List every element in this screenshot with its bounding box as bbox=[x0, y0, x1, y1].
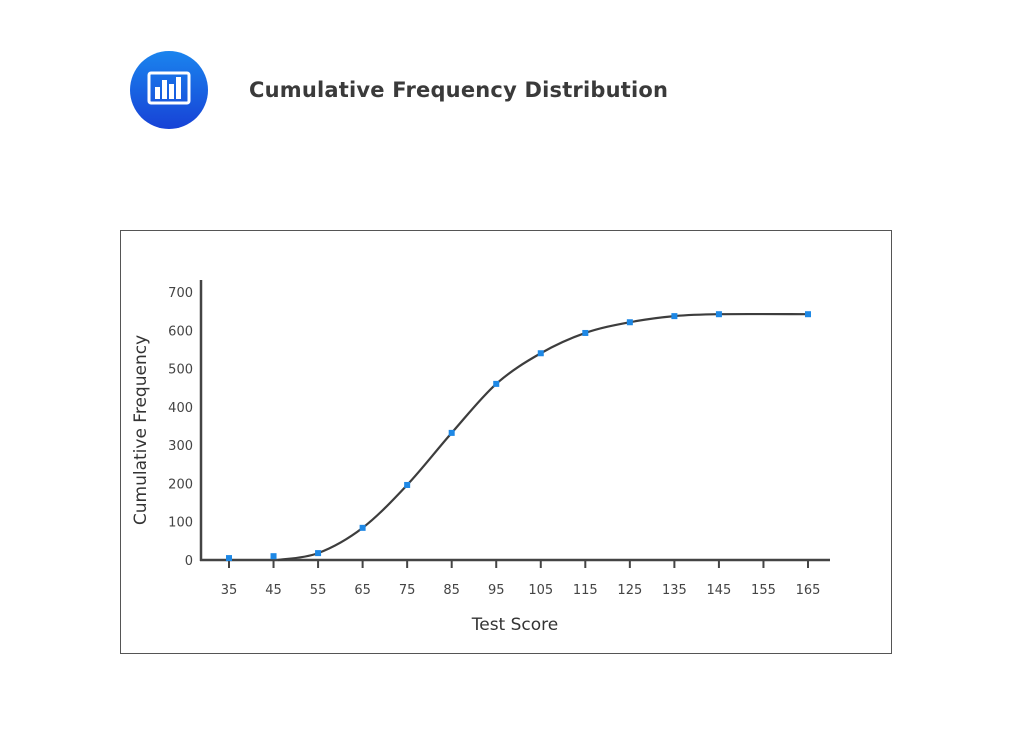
y-tick-label: 200 bbox=[168, 477, 193, 492]
data-point bbox=[493, 380, 500, 387]
y-axis-label: Cumulative Frequency bbox=[131, 335, 151, 525]
x-tick-label: 155 bbox=[751, 583, 776, 598]
x-tick-label: 115 bbox=[573, 583, 598, 598]
data-point bbox=[805, 311, 811, 318]
y-tick-label: 0 bbox=[185, 554, 193, 569]
x-axis-label: Test Score bbox=[471, 615, 559, 635]
x-tick-label: 35 bbox=[221, 583, 238, 598]
y-tick-label: 100 bbox=[168, 516, 193, 531]
data-point bbox=[582, 329, 589, 336]
bar-chart-icon bbox=[130, 51, 208, 129]
x-tick-label: 45 bbox=[265, 583, 282, 598]
y-tick-label: 400 bbox=[168, 401, 193, 416]
data-point bbox=[626, 319, 633, 326]
data-point bbox=[359, 524, 366, 531]
x-tick-label: 95 bbox=[488, 583, 505, 598]
x-tick-label: 125 bbox=[617, 583, 642, 598]
x-tick-label: 105 bbox=[528, 583, 553, 598]
y-tick-label: 500 bbox=[168, 363, 193, 378]
x-tick-label: 135 bbox=[662, 583, 687, 598]
x-tick-label: 145 bbox=[707, 583, 732, 598]
data-point bbox=[537, 350, 544, 357]
x-tick-label: 65 bbox=[354, 583, 371, 598]
y-tick-label: 700 bbox=[168, 286, 193, 301]
data-point bbox=[448, 429, 455, 436]
data-point bbox=[404, 481, 411, 488]
data-point bbox=[270, 553, 277, 560]
chart-frame bbox=[120, 230, 892, 654]
page-title: Cumulative Frequency Distribution bbox=[249, 78, 669, 102]
data-point bbox=[315, 550, 322, 557]
data-point bbox=[715, 311, 722, 318]
data-point bbox=[226, 555, 232, 562]
x-tick-label: 165 bbox=[796, 583, 821, 598]
x-tick-label: 85 bbox=[443, 583, 460, 598]
x-tick-label: 75 bbox=[399, 583, 416, 598]
data-point bbox=[671, 313, 678, 320]
x-tick-label: 55 bbox=[310, 583, 327, 598]
y-tick-label: 600 bbox=[168, 324, 193, 339]
y-tick-label: 300 bbox=[168, 439, 193, 454]
